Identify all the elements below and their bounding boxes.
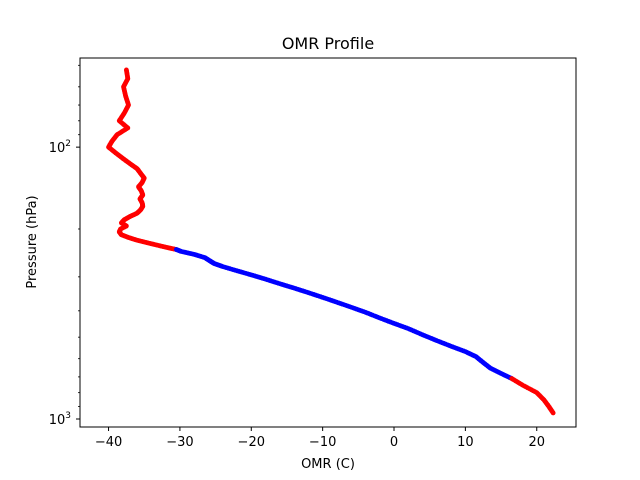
x-axis-label: OMR (C) — [301, 457, 355, 472]
data-layer — [106, 67, 556, 416]
y-tick-label: 103 — [49, 411, 71, 428]
y-axis: 103 102 — [49, 64, 80, 428]
x-tick-label: 10 — [457, 435, 474, 450]
x-tick-label: −20 — [238, 435, 265, 450]
x-tick-label: −40 — [95, 435, 122, 450]
x-tick-label: −30 — [166, 435, 193, 450]
plot-frame — [79, 57, 577, 428]
series-1 — [173, 247, 515, 381]
x-tick-label: −10 — [309, 435, 336, 450]
x-tick-label: 20 — [528, 435, 545, 450]
x-tick-label: 0 — [390, 435, 398, 450]
x-axis: −40 −30 −20 −10 0 10 20 — [95, 427, 545, 450]
chart-title: OMR Profile — [282, 34, 374, 53]
data-point — [550, 410, 556, 416]
series-0 — [106, 67, 179, 252]
series-2 — [509, 376, 556, 416]
y-tick-label: 102 — [49, 139, 71, 156]
y-axis-label: Pressure (hPa) — [25, 195, 40, 288]
